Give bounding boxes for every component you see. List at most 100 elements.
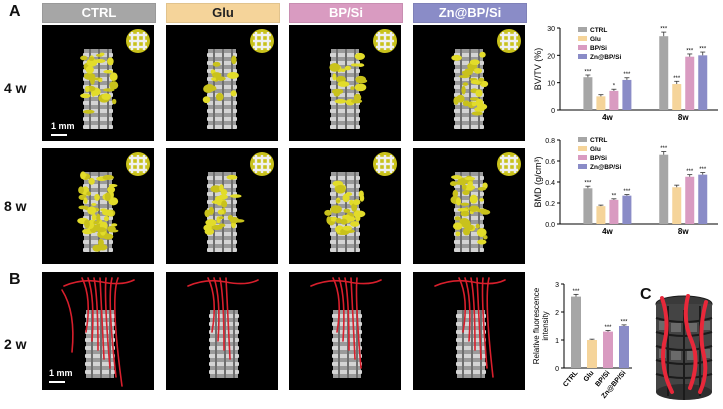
bmd-chart: 0.0 0.2 0.4 0.6 0.8 BMD (g/cm³) *** ** *** 4w *** *… [530,132,720,242]
panel-letter-b: B [9,271,21,288]
bar-CTRL-4w [583,77,593,110]
scaffold-illustration [648,292,720,409]
legend-label: Zn@BP/Si [590,164,621,171]
legend-label: BP/Si [590,155,607,162]
y-axis-label: Relative fluorescenceintensity [532,287,550,364]
significance-label: *** [584,181,592,187]
scale-bar-top [51,134,67,136]
bar-Zn@BP/Si-4w [622,195,632,224]
significance-label: *** [699,47,707,53]
legend-label: BP/Si [590,45,607,52]
legend-swatch [578,54,587,59]
row-label-8w: 8 w [4,198,27,214]
bar-BP/Si-4w [609,199,619,224]
bar-CTRL-4w [583,188,593,224]
micro-image-r3-ctrl [42,272,154,390]
y-tick-label: 2 [555,310,559,317]
legend-label: CTRL [590,137,607,144]
legend-label: Glu [590,146,601,153]
y-tick-label: 20 [547,53,555,60]
x-tick-label: CTRL [562,369,580,388]
scale-bar-label-top: 1 mm [51,121,75,131]
y-tick-label: 30 [547,26,555,33]
panel-letter-a: A [9,3,21,20]
y-tick-label: 0.4 [545,180,555,187]
x-tick-label: Glu [583,370,596,383]
micro-image-r1-glu [166,25,278,141]
significance-label: ** [612,193,617,199]
bar-CTRL [571,296,581,368]
bar-BP/Si-8w [685,56,695,110]
bar-Glu [587,340,597,368]
y-tick-label: 0 [551,108,555,115]
y-tick-label: 1 [555,338,559,345]
scale-bar-label-bottom: 1 mm [49,368,73,378]
x-tick-label: 4w [602,113,613,122]
micro-image-r1-bpsi [289,25,401,141]
y-tick-label: 0.2 [545,201,555,208]
legend-label: Glu [590,36,601,43]
bar-BP/Si-8w [685,176,695,224]
micro-image-r2-znbpsi [413,148,525,264]
scale-bar-bottom [49,381,65,383]
micro-image-r3-znbpsi [413,272,525,390]
significance-label: *** [660,27,668,33]
significance-label: *** [699,167,707,173]
micro-image-r3-bpsi [289,272,401,390]
header-glu: Glu [166,3,280,23]
micro-image-r2-bpsi [289,148,401,264]
significance-label: *** [673,76,681,82]
legend-swatch [578,155,587,160]
x-tick-label: 8w [678,113,689,122]
header-bpsi: BP/Si [289,3,403,23]
y-tick-label: 0.8 [545,138,555,145]
legend-swatch [578,146,587,151]
bvtv-chart: 0 10 20 30 BV/TV (%) *** * *** 4w *** *** *** *** 8w C… [530,22,720,130]
bar-Glu-8w [672,187,682,224]
row-label-2w: 2 w [4,336,27,352]
micro-image-r1-znbpsi [413,25,525,141]
x-tick-label: 4w [602,227,613,236]
micro-image-r2-glu [166,148,278,264]
micro-image-r2-ctrl [42,148,154,264]
header-znbpsi: Zn@BP/Si [413,3,527,23]
legend-swatch [578,27,587,32]
bar-Glu-4w [596,96,606,110]
bar-Zn@BP/Si [619,326,629,368]
y-axis-label: BV/TV (%) [533,48,543,91]
significance-label: *** [572,289,580,295]
bar-Glu-4w [596,206,606,224]
significance-label: *** [686,48,694,54]
legend-swatch [578,45,587,50]
legend-label: Zn@BP/Si [590,54,621,61]
bar-BP/Si-4w [609,90,619,110]
bar-Zn@BP/Si-8w [698,174,708,224]
y-axis-label: BMD (g/cm³) [533,157,543,208]
legend-swatch [578,36,587,41]
y-tick-label: 0.6 [545,159,555,166]
x-tick-label: 8w [678,227,689,236]
bar-CTRL-8w [659,36,669,111]
header-ctrl: CTRL [42,3,156,23]
significance-label: *** [604,325,612,331]
significance-label: *** [686,169,694,175]
bar-Zn@BP/Si-8w [698,55,708,110]
significance-label: *** [620,319,628,325]
row-label-4w: 4 w [4,80,27,96]
significance-label: *** [623,189,631,195]
significance-label: *** [660,146,668,152]
bar-BP/Si [603,331,613,368]
bar-CTRL-8w [659,154,669,224]
significance-label: *** [584,70,592,76]
legend-label: CTRL [590,27,607,34]
significance-label: * [613,84,616,90]
panel-letter-c: C [640,286,652,303]
legend-swatch [578,164,587,169]
significance-label: *** [623,72,631,78]
y-tick-label: 0 [555,366,559,373]
y-tick-label: 0.0 [545,222,555,229]
y-tick-label: 10 [547,81,555,88]
micro-image-r1-ctrl [42,25,154,141]
legend-swatch [578,137,587,142]
y-tick-label: 3 [555,282,559,289]
